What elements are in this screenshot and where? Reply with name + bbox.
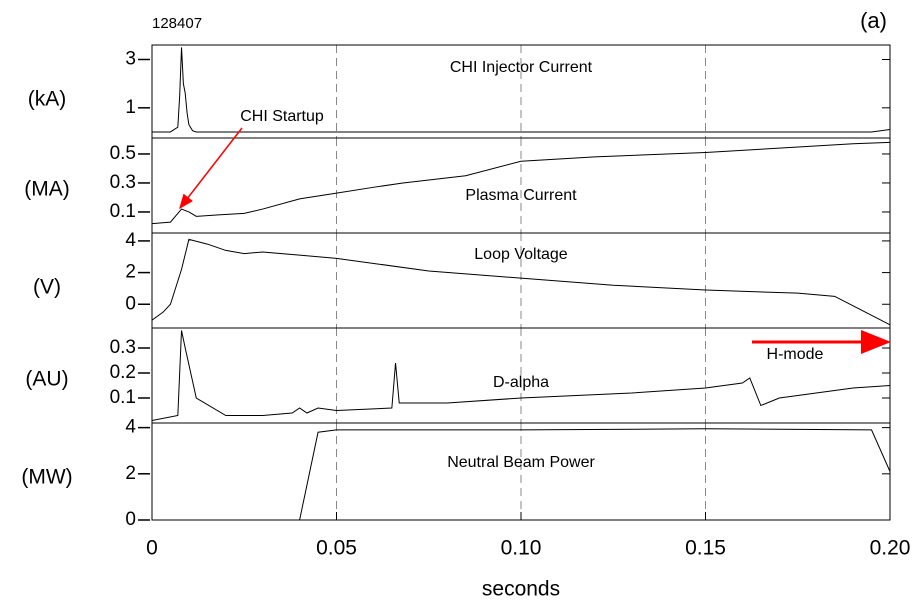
- annotation: CHI Startup: [240, 108, 324, 125]
- y-axis-label: (V): [33, 276, 61, 299]
- y-tick-label: 0.1: [110, 387, 136, 408]
- y-tick-label: 2: [125, 262, 136, 283]
- y-tick-label: 0.2: [110, 362, 136, 383]
- panel-title: Plasma Current: [465, 187, 577, 204]
- data-line: [152, 47, 890, 133]
- data-line: [152, 330, 890, 421]
- y-axis-label: (MA): [24, 178, 70, 201]
- x-tick-label: 0.15: [685, 537, 726, 560]
- y-tick-label: 0.3: [110, 337, 136, 358]
- y-axis-label: (AU): [25, 368, 68, 391]
- y-tick-label: 0.5: [110, 143, 136, 164]
- data-line: [152, 238, 890, 326]
- x-tick-label: 0.20: [870, 537, 911, 560]
- y-tick-label: 4: [125, 417, 136, 438]
- panel-title: D-alpha: [493, 374, 549, 391]
- y-axis-label: (kA): [28, 88, 67, 111]
- y-tick-label: 0.1: [110, 201, 136, 222]
- y-tick-label: 2: [125, 463, 136, 484]
- x-tick-label: 0.10: [501, 537, 542, 560]
- y-tick-label: 4: [125, 230, 136, 251]
- panel-frame: [151, 422, 891, 521]
- x-axis-label: seconds: [482, 578, 560, 601]
- y-tick-label: 0.3: [110, 172, 136, 193]
- panel-title: Neutral Beam Power: [447, 454, 595, 471]
- y-axis-label: (MW): [21, 466, 72, 489]
- panel-title: Loop Voltage: [474, 246, 568, 263]
- plots: 3 1 CHI Injector Current (kA) 128407 (a) 0.5 0.…: [21, 8, 910, 601]
- annotation: 128407: [152, 15, 202, 32]
- panel-title: CHI Injector Current: [450, 59, 593, 76]
- y-tick-label: 3: [125, 49, 136, 70]
- annotation: H-mode: [767, 346, 824, 363]
- y-tick-label: 0: [125, 293, 136, 314]
- x-tick-label: 0.05: [316, 537, 357, 560]
- x-tick-label: 0: [146, 537, 158, 560]
- y-tick-label: 1: [125, 97, 136, 118]
- data-line: [152, 428, 890, 520]
- y-tick-label: 0: [125, 509, 136, 530]
- annotation-arrow: [179, 127, 243, 210]
- annotation: (a): [860, 8, 887, 33]
- data-line: [152, 141, 890, 225]
